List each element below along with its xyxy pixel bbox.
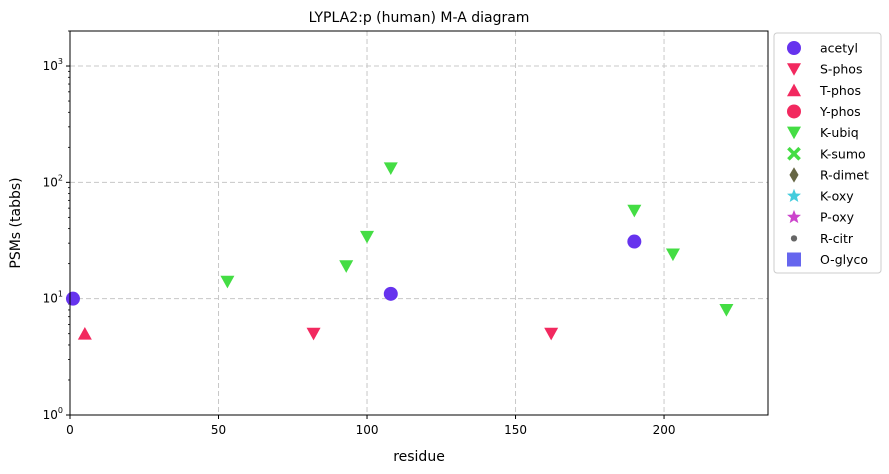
legend-marker-y-phos bbox=[787, 104, 801, 119]
x-tick-label: 0 bbox=[66, 423, 74, 437]
y-tick-label: 101 bbox=[43, 290, 63, 306]
x-tick-label: 200 bbox=[653, 423, 676, 437]
data-point-s-phos bbox=[544, 327, 559, 341]
legend-marker-k-oxy bbox=[787, 188, 801, 202]
legend-label: R-citr bbox=[820, 231, 854, 246]
legend-label: S-phos bbox=[820, 62, 862, 77]
grid bbox=[69, 31, 768, 416]
data-point-k-ubiq bbox=[360, 230, 375, 244]
data-point-acetyl bbox=[627, 234, 642, 249]
legend-marker-k-ubiq bbox=[787, 126, 801, 140]
x-tick-label: 150 bbox=[504, 423, 527, 437]
legend-marker-o-glyco bbox=[787, 252, 801, 267]
legend-label: acetyl bbox=[820, 41, 858, 56]
y-tick-label: 102 bbox=[43, 173, 63, 189]
legend: acetyl S-phos T-phos Y-phos K-ubiq K-sumo R-di… bbox=[773, 32, 882, 274]
data-point-k-ubiq bbox=[627, 204, 642, 218]
y-tick-label: 100 bbox=[43, 406, 63, 422]
x-tick-label: 100 bbox=[356, 423, 379, 437]
legend-label: K-sumo bbox=[820, 146, 866, 161]
legend-label: Y-phos bbox=[819, 104, 861, 119]
data-point-s-phos bbox=[306, 327, 321, 341]
legend-frame bbox=[773, 32, 882, 274]
x-axis-label: residue bbox=[393, 449, 445, 465]
y-tick-label: 103 bbox=[43, 57, 63, 73]
legend-marker-p-oxy bbox=[787, 209, 801, 224]
legend-label: T-phos bbox=[819, 83, 861, 98]
legend-marker-r-dimet bbox=[789, 167, 799, 183]
legend-marker-s-phos bbox=[787, 63, 801, 76]
x-tick-label: 50 bbox=[211, 423, 226, 437]
legend-label: O-glyco bbox=[820, 252, 868, 267]
legend-label: K-ubiq bbox=[820, 125, 859, 140]
axis-ticks: 0 50 100 150 200 100 101 102 103 bbox=[43, 30, 676, 437]
legend-marker-r-citr bbox=[790, 235, 798, 242]
plot-frame bbox=[69, 30, 769, 416]
legend-marker-acetyl bbox=[787, 41, 801, 55]
data-point-k-ubiq bbox=[719, 303, 734, 317]
data-points bbox=[65, 162, 734, 341]
data-point-acetyl bbox=[65, 291, 80, 306]
y-axis-label: PSMs (tabbs) bbox=[8, 177, 24, 268]
chart-title: LYPLA2:p (human) M-A diagram bbox=[309, 10, 530, 26]
data-point-acetyl bbox=[383, 286, 398, 301]
data-point-k-ubiq bbox=[220, 275, 235, 289]
data-point-k-ubiq bbox=[383, 162, 398, 175]
data-point-k-ubiq bbox=[665, 248, 680, 262]
data-point-t-phos bbox=[77, 327, 92, 340]
legend-label: K-oxy bbox=[820, 189, 854, 204]
legend-marker-k-sumo bbox=[787, 146, 801, 161]
data-point-k-ubiq bbox=[339, 260, 354, 273]
legend-label: R-dimet bbox=[820, 167, 869, 182]
legend-marker-t-phos bbox=[787, 83, 801, 97]
legend-label: P-oxy bbox=[820, 210, 855, 225]
